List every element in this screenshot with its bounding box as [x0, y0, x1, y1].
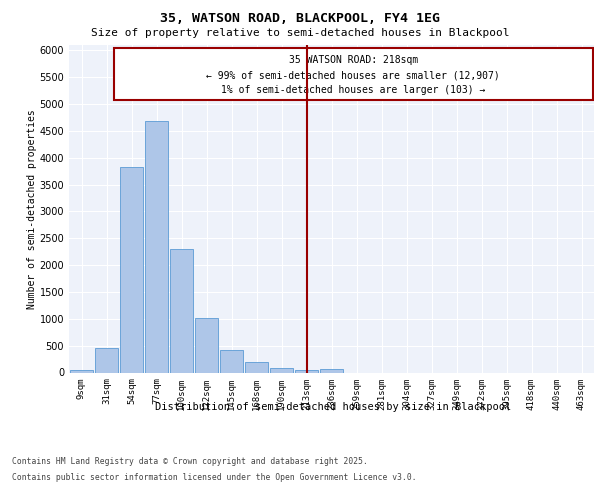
Y-axis label: Number of semi-detached properties: Number of semi-detached properties — [26, 109, 37, 308]
Bar — [195, 318, 218, 372]
Bar — [70, 370, 93, 372]
Text: 35 WATSON ROAD: 218sqm: 35 WATSON ROAD: 218sqm — [289, 55, 418, 65]
Bar — [320, 370, 343, 372]
Text: Distribution of semi-detached houses by size in Blackpool: Distribution of semi-detached houses by … — [155, 402, 511, 412]
Text: 35, WATSON ROAD, BLACKPOOL, FY4 1EG: 35, WATSON ROAD, BLACKPOOL, FY4 1EG — [160, 12, 440, 26]
Bar — [220, 350, 243, 372]
Text: Contains HM Land Registry data © Crown copyright and database right 2025.: Contains HM Land Registry data © Crown c… — [12, 458, 368, 466]
Bar — [170, 249, 193, 372]
Text: Contains public sector information licensed under the Open Government Licence v3: Contains public sector information licen… — [12, 472, 416, 482]
Bar — [270, 368, 293, 372]
Text: ← 99% of semi-detached houses are smaller (12,907): ← 99% of semi-detached houses are smalle… — [206, 71, 500, 81]
Text: 1% of semi-detached houses are larger (103) →: 1% of semi-detached houses are larger (1… — [221, 84, 485, 94]
Text: Size of property relative to semi-detached houses in Blackpool: Size of property relative to semi-detach… — [91, 28, 509, 38]
FancyBboxPatch shape — [114, 48, 593, 100]
Bar — [145, 121, 168, 372]
Bar — [295, 370, 318, 372]
Bar — [120, 168, 143, 372]
Bar — [95, 348, 118, 372]
Bar — [245, 362, 268, 372]
